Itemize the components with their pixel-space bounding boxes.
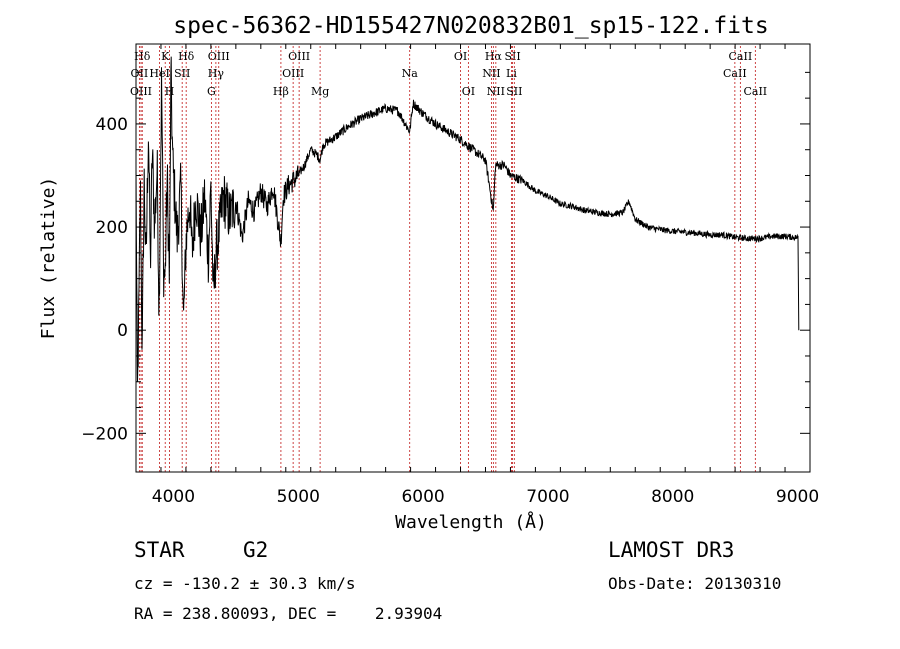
line-label-10: G xyxy=(207,85,216,98)
spectral-subclass: G2 xyxy=(243,538,269,562)
spectrum-line xyxy=(135,56,800,382)
redshift-readout: cz = -130.2 ± 30.3 km/s xyxy=(134,574,356,593)
line-label-6: Hδ xyxy=(178,50,195,63)
line-label-3: K xyxy=(161,50,170,63)
y-tick-label-200: 200 xyxy=(96,218,128,238)
line-label-12: OIII xyxy=(282,67,304,80)
line-label-18: Hα xyxy=(485,50,503,63)
plot-frame xyxy=(135,43,811,473)
line-label-14: Mg xyxy=(311,85,329,98)
x-axis-label: Wavelength (Å) xyxy=(395,511,547,533)
x-tick-label-7000: 7000 xyxy=(526,487,569,507)
y-tick-label-0: 0 xyxy=(117,321,128,341)
x-tick-label-4000: 4000 xyxy=(152,487,195,507)
line-label-19: SII xyxy=(504,50,520,63)
line-label-8: OIII xyxy=(208,50,230,63)
line-label-24: CaII xyxy=(729,50,753,63)
line-label-4: HeI xyxy=(149,67,169,80)
line-label-13: Hβ xyxy=(273,85,289,98)
obs-date: Obs-Date: 20130310 xyxy=(608,574,782,593)
chart-title: spec-56362-HD155427N020832B01_sp15-122.f… xyxy=(173,13,768,39)
line-label-7: SII xyxy=(174,67,190,80)
line-label-25: CaII xyxy=(723,67,747,80)
line-label-5: H xyxy=(165,85,175,98)
line-label-21: Li xyxy=(506,67,517,80)
y-tick-label--200: −200 xyxy=(81,424,128,444)
x-tick-label-5000: 5000 xyxy=(277,487,320,507)
line-label-15: Na xyxy=(402,67,419,80)
line-label-0: Hδ xyxy=(134,50,151,63)
y-tick-label-400: 400 xyxy=(96,115,128,135)
survey-label: LAMOST DR3 xyxy=(608,538,735,562)
line-label-22: NII xyxy=(487,85,505,98)
x-tick-label-8000: 8000 xyxy=(651,487,694,507)
line-label-16: OI xyxy=(454,50,467,63)
line-label-26: CaII xyxy=(743,85,767,98)
x-tick-label-6000: 6000 xyxy=(401,487,444,507)
line-label-17: OI xyxy=(462,85,475,98)
x-tick-label-9000: 9000 xyxy=(776,487,819,507)
coordinates: RA = 238.80093, DEC = 2.93904 xyxy=(134,604,443,623)
line-label-20: NII xyxy=(482,67,500,80)
y-axis-label: Flux (relative) xyxy=(38,177,59,340)
object-class: STAR xyxy=(134,538,185,562)
line-label-2: OIII xyxy=(130,85,152,98)
line-label-9: Hγ xyxy=(208,67,225,80)
line-label-23: SII xyxy=(506,85,522,98)
line-label-11: OIII xyxy=(288,50,310,63)
line-label-1: OII xyxy=(131,67,149,80)
